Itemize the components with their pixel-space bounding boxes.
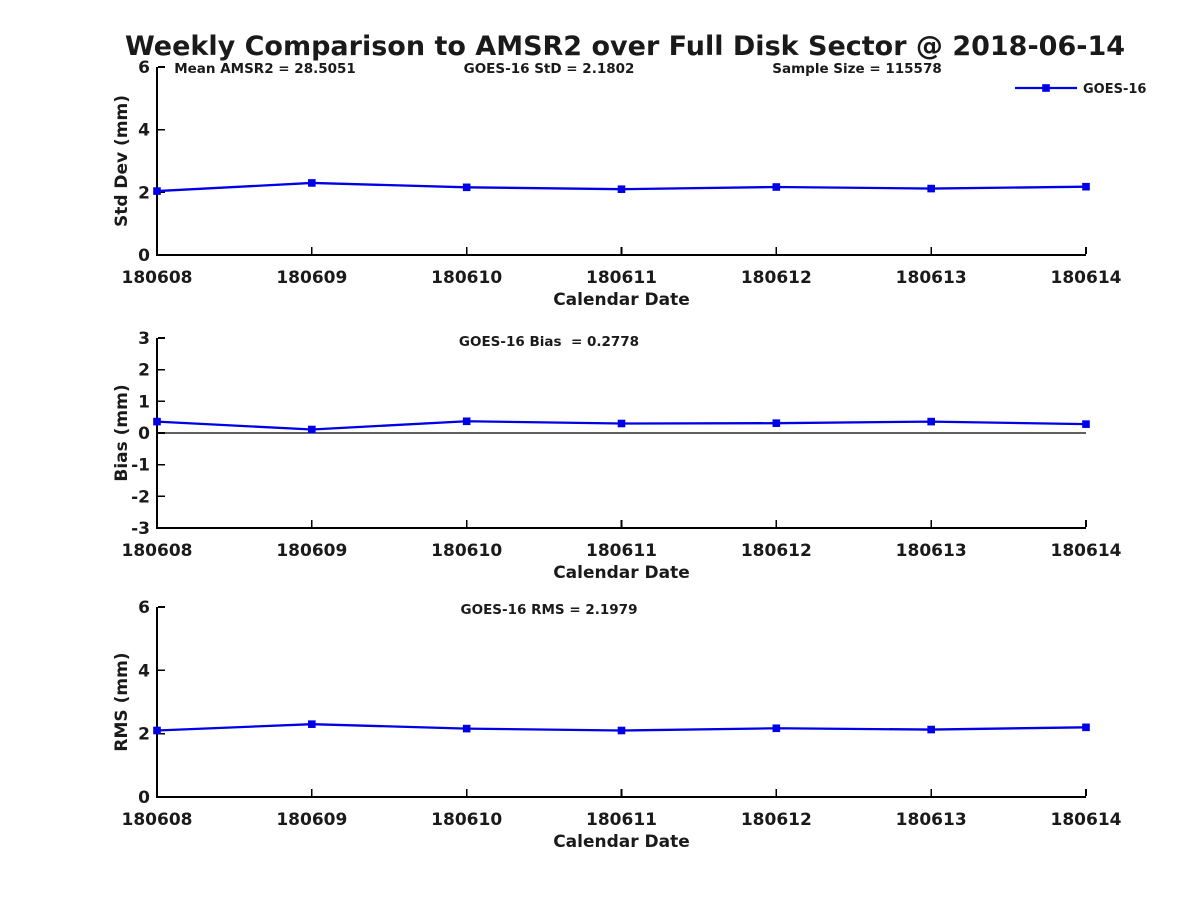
y-tick-label: 6: [138, 58, 150, 78]
subplot-std-dev: 0 2 4 6 180608 180609 180610 180611 180612 180613…: [112, 58, 1122, 310]
y-tick-label: 0: [138, 788, 150, 808]
x-tick-label: 180611: [586, 810, 657, 830]
y-tick-label: -2: [131, 487, 150, 507]
x-tick-label: 180608: [122, 268, 193, 288]
data-point-marker: [462, 183, 471, 192]
x-tick-label: 180609: [276, 268, 347, 288]
y-tick-label: 0: [138, 246, 150, 266]
x-axis-title: Calendar Date: [553, 832, 690, 852]
legend: GOES-16: [1015, 82, 1146, 97]
x-tick-label: 180610: [431, 810, 502, 830]
legend-marker: [1042, 84, 1050, 92]
x-tick-label: 180612: [741, 541, 812, 561]
data-point-marker: [153, 726, 161, 735]
y-tick-label: -3: [131, 519, 150, 539]
data-point-marker: [1082, 420, 1090, 428]
x-tick-label: 180608: [122, 541, 193, 561]
y-axis-title: Std Dev (mm): [112, 95, 132, 227]
legend-label: GOES-16: [1083, 82, 1146, 97]
y-tick-label: 4: [138, 661, 150, 681]
y-tick-label: 1: [138, 392, 150, 412]
x-tick-label: 180612: [741, 268, 812, 288]
data-point-marker: [772, 183, 781, 191]
y-tick-label: -1: [131, 456, 150, 476]
y-tick-label: 2: [138, 361, 150, 381]
x-tick-label: 180614: [1051, 541, 1122, 561]
figure-title: Weekly Comparison to AMSR2 over Full Dis…: [125, 31, 1125, 62]
data-point-marker: [927, 184, 935, 193]
y-tick-label: 3: [138, 329, 150, 349]
data-point-marker: [462, 724, 471, 733]
data-point-marker: [927, 725, 935, 734]
data-point-marker: [308, 720, 316, 728]
data-point-marker: [617, 419, 626, 428]
data-point-marker: [617, 726, 626, 735]
y-axis-title: RMS (mm): [112, 652, 132, 751]
data-point-marker: [772, 419, 781, 427]
data-point-marker: [308, 425, 316, 434]
annotation: GOES-16 Bias = 0.2778: [459, 334, 639, 350]
data-point-marker: [927, 417, 935, 426]
annotation: Mean AMSR2 = 28.5051: [174, 61, 356, 77]
data-point-marker: [1082, 723, 1090, 732]
annotation: Sample Size = 115578: [772, 61, 941, 77]
x-tick-label: 180611: [586, 268, 657, 288]
x-tick-label: 180614: [1051, 810, 1122, 830]
subplot-rms: 0 2 4 6 180608 180609 180610 180611 180612 180613…: [112, 598, 1122, 852]
y-tick-label: 6: [138, 598, 150, 618]
x-tick-label: 180610: [431, 541, 502, 561]
x-tick-label: 180614: [1051, 268, 1122, 288]
x-tick-label: 180611: [586, 541, 657, 561]
annotation: GOES-16 RMS = 2.1979: [461, 602, 638, 618]
data-point-marker: [772, 724, 781, 733]
y-tick-label: 2: [138, 183, 150, 203]
y-tick-label: 2: [138, 725, 150, 745]
x-tick-label: 180610: [431, 268, 502, 288]
data-point-marker: [617, 185, 626, 193]
x-axis-title: Calendar Date: [553, 563, 690, 583]
x-tick-label: 180613: [896, 810, 967, 830]
y-tick-label: 4: [138, 121, 150, 141]
y-axis-title: Bias (mm): [112, 384, 132, 481]
data-point-marker: [308, 179, 316, 187]
x-tick-label: 180608: [122, 810, 193, 830]
x-tick-label: 180613: [896, 541, 967, 561]
annotation: GOES-16 StD = 2.1802: [464, 61, 635, 77]
x-tick-label: 180613: [896, 268, 967, 288]
x-tick-label: 180609: [276, 541, 347, 561]
y-tick-label: 0: [138, 424, 150, 444]
x-axis-title: Calendar Date: [553, 290, 690, 310]
data-point-marker: [153, 187, 161, 195]
data-point-marker: [153, 417, 161, 426]
data-point-marker: [462, 417, 471, 426]
x-tick-label: 180609: [276, 810, 347, 830]
x-tick-label: 180612: [741, 810, 812, 830]
data-point-marker: [1082, 182, 1090, 191]
